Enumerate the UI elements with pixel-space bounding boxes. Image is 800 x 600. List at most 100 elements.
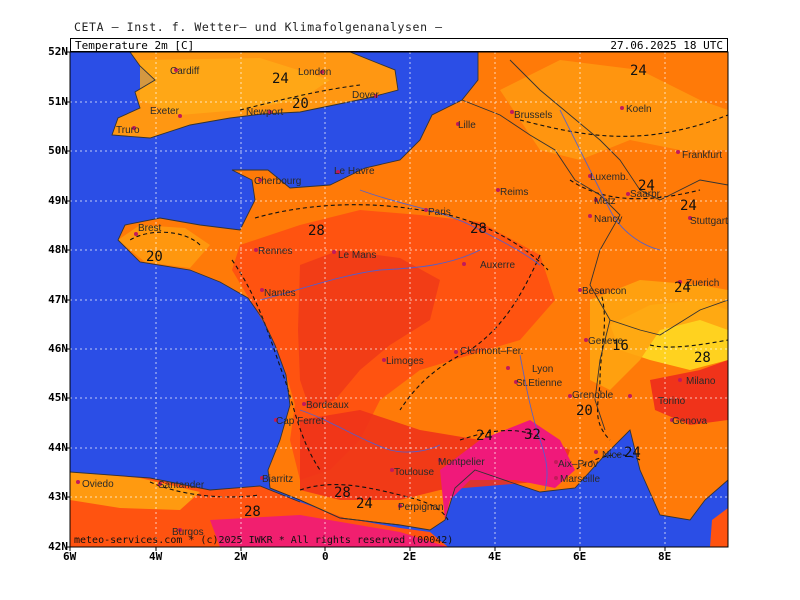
copyright-credit: meteo-services.com * (c)2025 IWKR * All …	[74, 535, 454, 546]
city-stetienne: St.Etienne	[516, 378, 563, 389]
zone-20-north	[500, 60, 728, 160]
zone-20-alps	[590, 280, 728, 390]
contour-value-labels: 24 20 24 24 24 28 28 20 24 16 28 20 24 3…	[146, 63, 711, 520]
city-nancy: Nancy	[594, 214, 622, 225]
city-biarritz: Biarritz	[262, 474, 293, 485]
valid-time: 27.06.2025 18 UTC	[610, 39, 723, 52]
city-truro: Truro	[116, 125, 140, 136]
city-saarbr: Saarbr.	[630, 189, 662, 200]
contour-label: 24	[356, 496, 373, 512]
city-capferret: Cap Ferret	[276, 416, 324, 427]
lon-label: 4W	[149, 550, 163, 563]
city-zuerich: Zuerich	[686, 278, 719, 289]
city-dover: Dover	[352, 90, 379, 101]
lon-label: 8E	[658, 550, 672, 563]
contour-label: 28	[694, 350, 711, 366]
contour-label: 28	[308, 223, 325, 239]
city-milano: Milano	[686, 376, 716, 387]
title-bar: Temperature 2m [C] 27.06.2025 18 UTC	[70, 38, 728, 52]
city-reims: Reims	[500, 187, 528, 198]
contour-label: 24	[272, 71, 289, 87]
city-perpignan: Perpignan	[398, 502, 444, 513]
city-clermont: Clermont–Fer.	[460, 346, 523, 357]
lon-label: 2E	[403, 550, 417, 563]
city-markers	[76, 68, 692, 532]
city-lyon: Lyon	[532, 364, 553, 375]
source-header: CETA – Inst. f. Wetter– und Klimafolgena…	[74, 20, 443, 34]
rivers	[259, 109, 661, 491]
lat-label: 49N	[48, 194, 68, 207]
lat-label: 51N	[48, 95, 68, 108]
lon-label: 6E	[573, 550, 587, 563]
city-geneve: Geneve	[588, 336, 623, 347]
lat-label: 44N	[48, 441, 68, 454]
corsica	[710, 508, 728, 547]
lat-label: 47N	[48, 293, 68, 306]
contour-label: 20	[576, 403, 593, 419]
city-rennes: Rennes	[258, 246, 292, 257]
city-auxerre: Auxerre	[480, 260, 515, 271]
contour-label: 28	[470, 221, 487, 237]
city-aixprov: Aix–Prov	[558, 459, 598, 470]
axis-ticks	[66, 51, 666, 551]
city-lehavre: Le Havre	[334, 166, 375, 177]
contour-label: 24	[638, 178, 655, 194]
city-montpellier: Montpelier	[438, 457, 485, 468]
city-brussels: Brussels	[514, 110, 552, 121]
city-santander: Santander	[158, 480, 205, 491]
city-besancon: Besancon	[582, 286, 626, 297]
lat-label: 43N	[48, 490, 68, 503]
contour-label: 24	[674, 280, 691, 296]
lat-label: 42N	[48, 540, 68, 553]
zone-28-po	[650, 360, 728, 425]
city-newport: Newport	[246, 107, 283, 118]
city-toulouse: Toulouse	[394, 467, 434, 478]
city-frankfurt: Frankfurt	[682, 150, 722, 161]
zone-36-spain	[210, 515, 448, 547]
city-metz: Metz	[594, 196, 616, 207]
city-brest: Brest	[138, 223, 162, 234]
contour-label: 24	[680, 198, 697, 214]
city-marseille: Marseille	[560, 474, 600, 485]
city-exeter: Exeter	[150, 106, 180, 117]
contour-label: 20	[292, 96, 309, 112]
city-cardiff: Cardiff	[170, 66, 199, 77]
zone-32-center	[298, 250, 440, 410]
city-bordeaux: Bordeaux	[306, 400, 349, 411]
city-koeln: Koeln	[626, 104, 652, 115]
lat-label: 52N	[48, 45, 68, 58]
city-nantes: Nantes	[264, 288, 296, 299]
city-paris: Paris	[428, 207, 451, 218]
city-lille: Lille	[458, 120, 476, 131]
city-burgos: Burgos	[172, 527, 204, 538]
lat-label: 46N	[48, 342, 68, 355]
city-stuttgart: Stuttgart	[690, 216, 728, 227]
city-cherbourg: Cherbourg	[254, 176, 301, 187]
lon-label: 6W	[63, 550, 77, 563]
contour-label: 24	[630, 63, 647, 79]
lat-label: 45N	[48, 391, 68, 404]
lat-label: 48N	[48, 243, 68, 256]
contour-label: 24	[476, 428, 493, 444]
zone-20-brittany	[118, 225, 210, 268]
city-genova: Genova	[672, 416, 707, 427]
borders	[70, 52, 728, 531]
zone-20-cantabria	[70, 472, 200, 510]
city-limoges: Limoges	[386, 356, 424, 367]
contour-label: 24	[624, 445, 641, 461]
field-title: Temperature 2m [C]	[75, 39, 195, 52]
contour-label: 16	[612, 338, 629, 354]
contour-label: 28	[334, 485, 351, 501]
contour-label: 28	[244, 504, 261, 520]
isotherms	[129, 84, 728, 521]
city-grenoble: Grenoble	[572, 390, 614, 401]
lon-label: 0	[322, 550, 329, 563]
lon-label: 4E	[488, 550, 502, 563]
city-oviedo: Oviedo	[82, 479, 114, 490]
contour-label: 32	[524, 427, 541, 443]
zone-20-gb-south	[140, 58, 330, 115]
city-lemans: Le Mans	[338, 250, 376, 261]
city-luxemb: Luxemb.	[590, 172, 628, 183]
city-torino: Torino	[658, 396, 686, 407]
